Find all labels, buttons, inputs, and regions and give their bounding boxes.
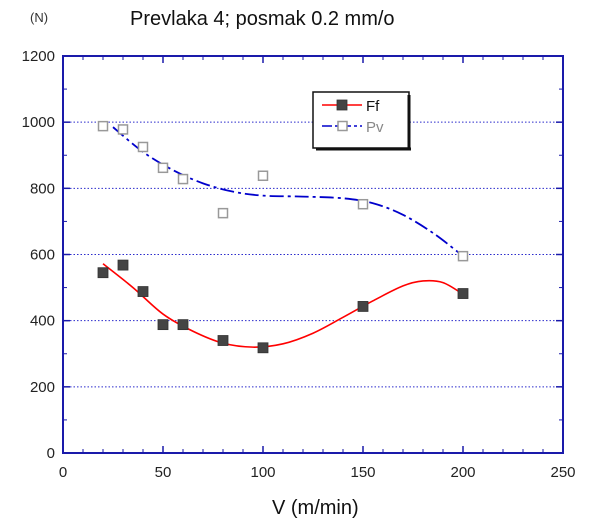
y-tick-label: 600 — [30, 247, 55, 264]
series-pv-point — [457, 250, 469, 262]
series-ff-point — [357, 301, 369, 312]
series-ff-point — [97, 267, 109, 279]
series-pv-point — [357, 198, 369, 210]
x-tick-label: 250 — [550, 464, 575, 481]
legend-box — [312, 91, 410, 149]
series-pv-point — [157, 162, 169, 174]
y-tick-label: 1200 — [22, 48, 55, 65]
y-axis-unit-label: (N) — [30, 10, 49, 25]
series-ff-point — [257, 342, 269, 354]
x-tick-label: 50 — [155, 464, 172, 481]
y-tick-label: 800 — [30, 180, 55, 197]
series-ff-point — [157, 319, 169, 331]
x-tick-label: 0 — [59, 464, 67, 481]
y-tick-label: 200 — [30, 379, 55, 396]
y-tick-label: 1000 — [22, 114, 55, 131]
series-pv-point — [177, 173, 189, 185]
x-axis-label: V (m/min) — [272, 497, 359, 519]
series-pv-point — [257, 170, 269, 182]
x-tick-label: 100 — [250, 464, 275, 481]
legend-pv-label: Pv — [366, 119, 384, 136]
series-ff-point — [117, 259, 129, 271]
series-ff-point — [217, 335, 229, 346]
y-tick-label: 400 — [30, 313, 55, 330]
legend-ff-marker — [336, 99, 348, 111]
series-ff-fit-line — [102, 263, 464, 348]
series-ff-point — [457, 288, 469, 299]
x-tick-label: 150 — [350, 464, 375, 481]
y-tick-label: 0 — [47, 445, 55, 462]
series-pv-point — [117, 124, 129, 135]
series-pv-fit-line — [112, 126, 460, 254]
series-pv-point — [217, 207, 229, 219]
series-ff-point — [177, 319, 189, 331]
chart-title: Prevlaka 4; posmak 0.2 mm/o — [130, 8, 395, 30]
series-pv-point — [137, 141, 149, 153]
series-pv-point — [97, 120, 109, 132]
series-ff-point — [137, 286, 149, 297]
legend-pv-marker — [337, 120, 348, 132]
legend-ff-label: Ff — [366, 98, 380, 115]
x-tick-label: 200 — [450, 464, 475, 481]
